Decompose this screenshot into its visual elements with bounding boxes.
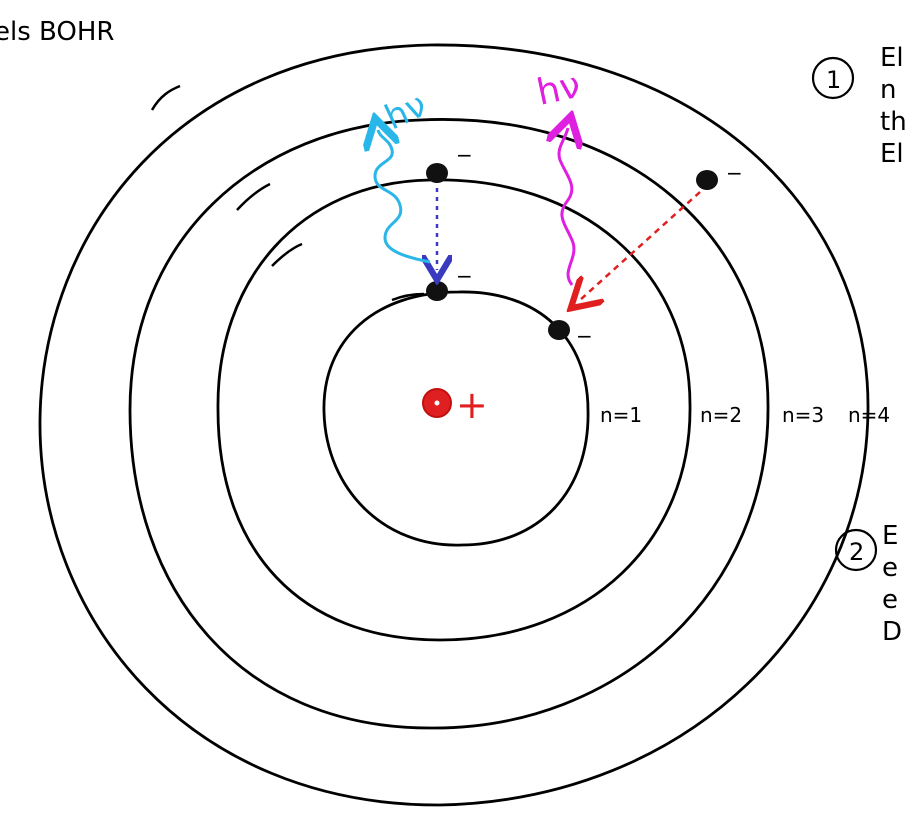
note-2-line-3: e xyxy=(882,585,898,615)
note-2-number: 2 xyxy=(849,538,864,566)
orbit-n3 xyxy=(128,118,770,730)
electron-charge: − xyxy=(456,264,473,288)
nucleus-center xyxy=(434,400,440,406)
sketch-stroke xyxy=(150,84,181,111)
photon-wave-magenta xyxy=(559,128,574,286)
electron xyxy=(548,320,570,340)
orbit-label-n1: n=1 xyxy=(600,403,642,427)
nucleus-charge: + xyxy=(456,383,488,427)
orbit-n2 xyxy=(216,178,692,642)
sketch-stroke xyxy=(271,242,303,267)
note-1-number: 1 xyxy=(826,66,841,94)
note-1-line-4: El xyxy=(880,139,904,169)
sketch-stroke xyxy=(391,292,425,302)
note-2-line-4: D xyxy=(882,617,903,647)
orbit-n4 xyxy=(38,43,870,807)
note-1-line-3: th xyxy=(880,107,907,137)
note-1-line-2: n xyxy=(880,75,897,105)
orbit-n1 xyxy=(322,290,590,547)
orbit-label-n2: n=2 xyxy=(700,403,742,427)
transition-arrow-red xyxy=(580,191,701,300)
electron xyxy=(426,163,448,183)
electron xyxy=(426,281,448,301)
photon-label-cyan: hν xyxy=(379,85,433,138)
photon-label-magenta: hν xyxy=(533,65,584,114)
note-2-line-1: E xyxy=(882,521,899,551)
note-2-line-2: e xyxy=(882,553,898,583)
electron-charge: − xyxy=(726,161,743,185)
note-1-line-1: El xyxy=(880,43,904,73)
electron-charge: − xyxy=(456,143,473,167)
electron xyxy=(696,170,718,190)
note-1-marker xyxy=(811,56,855,100)
sketch-stroke xyxy=(236,182,271,211)
electron-charge: − xyxy=(576,324,593,348)
diagram-title: els BOHR xyxy=(0,17,115,47)
orbit-label-n3: n=3 xyxy=(782,403,824,427)
photon-wave-cyan xyxy=(375,130,431,264)
note-2-text: E e e D xyxy=(882,520,902,648)
note-1-text: El n th El xyxy=(880,42,907,170)
orbit-label-n4: n=4 xyxy=(848,403,890,427)
note-2-marker xyxy=(834,528,878,572)
